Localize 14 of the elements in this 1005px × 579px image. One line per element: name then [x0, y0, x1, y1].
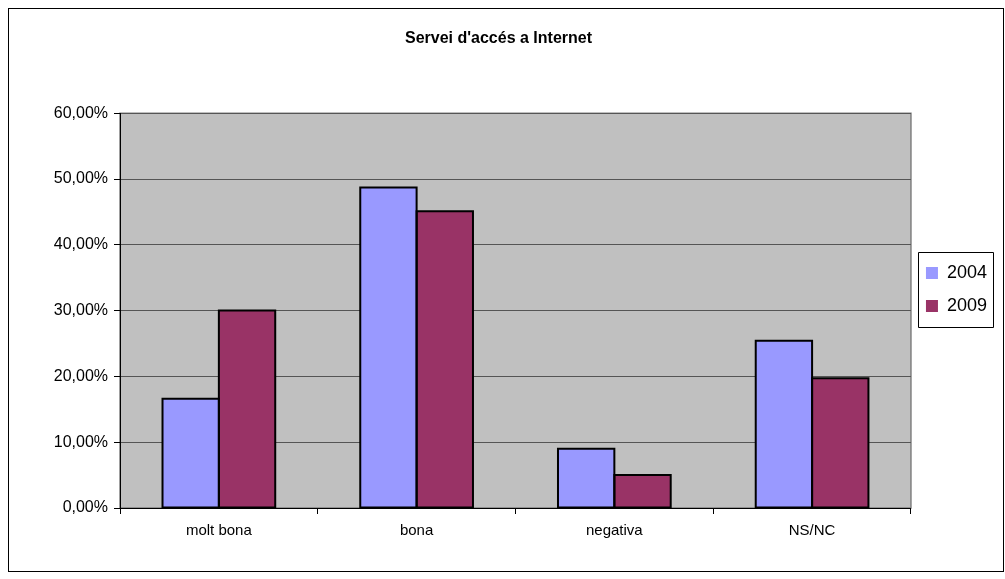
x-tick-label: bona	[399, 521, 434, 539]
legend-label: 2004	[946, 261, 987, 282]
y-tick-label: 30,00%	[53, 301, 108, 319]
x-tick-label: negativa	[585, 521, 644, 539]
y-tick-label: 0,00%	[62, 498, 108, 516]
y-tick-label: 50,00%	[53, 169, 108, 187]
y-tick-label: 40,00%	[53, 235, 108, 253]
x-tick-label: NS/NC	[788, 521, 836, 539]
y-tick-label: 10,00%	[53, 432, 108, 450]
y-tick-label: 20,00%	[53, 366, 108, 384]
chart-title: Servei d'accés a Internet	[404, 29, 593, 47]
legend-label: 2009	[946, 294, 987, 315]
x-tick-label: molt bona	[185, 521, 253, 539]
y-tick-label: 60,00%	[53, 103, 108, 121]
